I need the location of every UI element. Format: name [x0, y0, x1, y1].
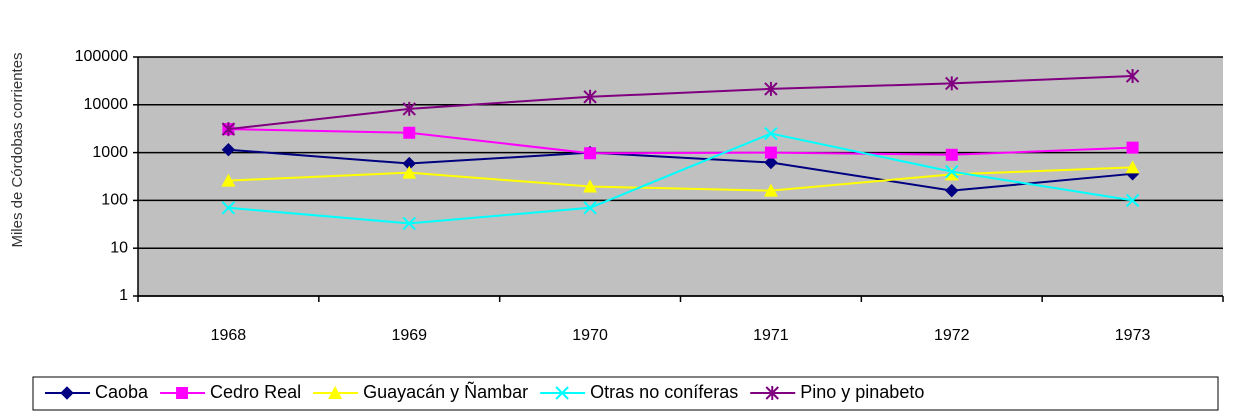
- series-line: [228, 148, 1133, 192]
- legend-label: Pino y pinabeto: [800, 382, 924, 402]
- series-line: [228, 75, 1133, 131]
- y-tick-label: 1000: [92, 144, 128, 161]
- marker: [945, 164, 959, 179]
- marker: [945, 76, 959, 91]
- y-tick-label: 1: [119, 287, 128, 304]
- series-line: [228, 128, 1133, 156]
- y-tick-label: 100000: [75, 48, 128, 65]
- marker: [765, 386, 779, 400]
- legend-label: Guayacán y Ñambar: [363, 381, 528, 402]
- marker: [583, 179, 598, 193]
- marker: [402, 165, 417, 179]
- marker: [221, 122, 236, 137]
- x-tick-label: 1968: [211, 327, 247, 344]
- marker: [944, 167, 959, 181]
- y-axis-label: Miles de Córdobas corrientes: [9, 52, 26, 247]
- marker: [402, 216, 416, 231]
- marker: [221, 142, 236, 157]
- marker: [764, 81, 778, 96]
- marker: [764, 126, 778, 141]
- marker: [555, 386, 569, 400]
- marker: [1125, 160, 1140, 174]
- x-tick-label: 1969: [391, 327, 427, 344]
- marker: [60, 386, 74, 400]
- y-tick-label: 100: [101, 192, 128, 209]
- marker: [583, 89, 597, 104]
- marker: [1126, 141, 1139, 154]
- x-tick-label: 1973: [1115, 327, 1151, 344]
- marker: [763, 183, 778, 197]
- series-line: [228, 132, 1133, 225]
- x-tick-label: 1971: [753, 327, 789, 344]
- legend-box: [32, 376, 1219, 411]
- legend-label: Otras no coníferas: [590, 382, 738, 402]
- marker: [584, 147, 597, 160]
- marker: [1125, 69, 1140, 84]
- marker: [1125, 193, 1140, 208]
- marker: [176, 387, 189, 399]
- marker: [221, 201, 236, 215]
- marker: [402, 101, 416, 116]
- marker: [945, 183, 959, 198]
- x-tick-label: 1972: [934, 327, 970, 344]
- marker: [764, 155, 778, 170]
- marker: [328, 386, 343, 399]
- marker: [583, 201, 597, 215]
- marker: [945, 148, 958, 161]
- marker: [221, 173, 236, 187]
- y-tick-label: 10: [110, 239, 128, 256]
- series-line: [228, 166, 1133, 192]
- marker: [764, 146, 777, 159]
- y-tick-label: 10000: [84, 96, 129, 113]
- legend-label: Cedro Real: [210, 382, 301, 402]
- legend-label: Caoba: [95, 382, 149, 402]
- marker: [403, 126, 416, 139]
- x-tick-label: 1970: [572, 327, 608, 344]
